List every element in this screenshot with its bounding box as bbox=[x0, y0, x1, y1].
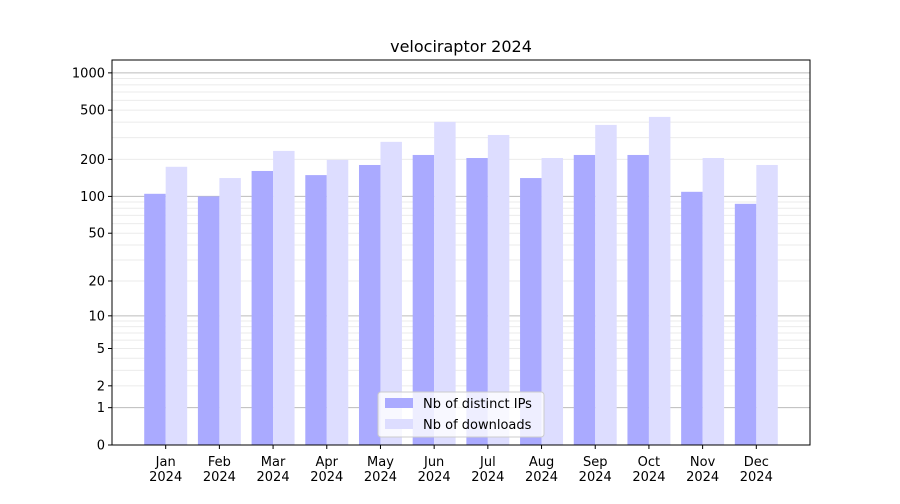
bar-ips-jan bbox=[144, 193, 166, 445]
bar-downloads-jun bbox=[434, 121, 456, 446]
bar-downloads-oct bbox=[648, 116, 671, 446]
bar-ips-aug bbox=[520, 178, 542, 446]
y-tick-label: 1000 bbox=[72, 66, 105, 81]
bar-downloads-aug bbox=[541, 158, 564, 445]
x-tick-label: Jun 2024 bbox=[418, 455, 451, 485]
y-tick-label: 5 bbox=[97, 342, 105, 357]
x-tick-label: Sep 2024 bbox=[579, 455, 612, 485]
bar-ips-nov bbox=[681, 191, 703, 445]
bar-ips-may bbox=[358, 164, 381, 445]
bar-downloads-dec bbox=[756, 164, 778, 445]
y-tick-label: 50 bbox=[88, 227, 105, 242]
y-tick-label: 0 bbox=[97, 439, 105, 454]
y-tick-label: 100 bbox=[80, 190, 105, 205]
x-tick-label: Dec 2024 bbox=[740, 455, 773, 485]
bar-ips-dec bbox=[734, 203, 757, 445]
bar-downloads-feb bbox=[219, 178, 241, 446]
bar-ips-feb bbox=[197, 196, 220, 445]
x-tick-label: Oct 2024 bbox=[632, 455, 665, 485]
bar-ips-apr bbox=[305, 175, 327, 445]
legend-swatch-downloads bbox=[385, 419, 413, 429]
bar-ips-mar bbox=[251, 170, 274, 445]
bar-ips-jul bbox=[466, 158, 488, 445]
legend-box bbox=[377, 391, 545, 438]
x-tick-label: Aug 2024 bbox=[525, 455, 558, 485]
chart-title: velociraptor 2024 bbox=[390, 37, 532, 56]
bar-downloads-jan bbox=[165, 166, 188, 445]
legend-label-ips: Nb of distinct IPs bbox=[423, 397, 532, 412]
bar-ips-oct bbox=[627, 154, 649, 445]
legend: Nb of distinct IPs Nb of downloads bbox=[377, 391, 545, 438]
bar-downloads-nov bbox=[702, 158, 725, 445]
x-tick-label: Nov 2024 bbox=[686, 455, 719, 485]
x-tick-label: Mar 2024 bbox=[257, 455, 290, 485]
legend-swatch-ips bbox=[385, 398, 413, 408]
x-tick-label: Jul 2024 bbox=[471, 455, 504, 485]
y-tick-label: 1 bbox=[97, 401, 105, 416]
bar-ips-jun bbox=[412, 154, 435, 445]
x-axis: Jan 2024 Feb 2024 Mar 2024 Apr 2024 May 2024 Jun 20… bbox=[149, 445, 773, 485]
y-tick-label: 500 bbox=[80, 104, 105, 119]
legend-label-downloads: Nb of downloads bbox=[423, 418, 532, 433]
bar-downloads-apr bbox=[326, 159, 349, 445]
y-axis: 0 1 2 5 10 20 50 100 200 500 1000 bbox=[72, 66, 112, 454]
x-tick-label: May 2024 bbox=[364, 455, 397, 485]
x-tick-label: Feb 2024 bbox=[203, 455, 236, 485]
y-tick-label: 200 bbox=[80, 153, 105, 168]
y-tick-label: 20 bbox=[88, 275, 105, 290]
x-tick-label: Jan 2024 bbox=[149, 455, 182, 485]
bar-downloads-jul bbox=[487, 134, 510, 445]
bar-downloads-may bbox=[380, 141, 402, 445]
bar-downloads-mar bbox=[273, 150, 295, 445]
y-tick-label: 2 bbox=[97, 379, 105, 394]
bars bbox=[144, 116, 778, 446]
bar-ips-sep bbox=[573, 154, 596, 445]
y-tick-label: 10 bbox=[88, 309, 105, 324]
plot-frame bbox=[111, 59, 811, 446]
x-tick-label: Apr 2024 bbox=[310, 455, 343, 485]
bar-downloads-sep bbox=[595, 124, 617, 446]
